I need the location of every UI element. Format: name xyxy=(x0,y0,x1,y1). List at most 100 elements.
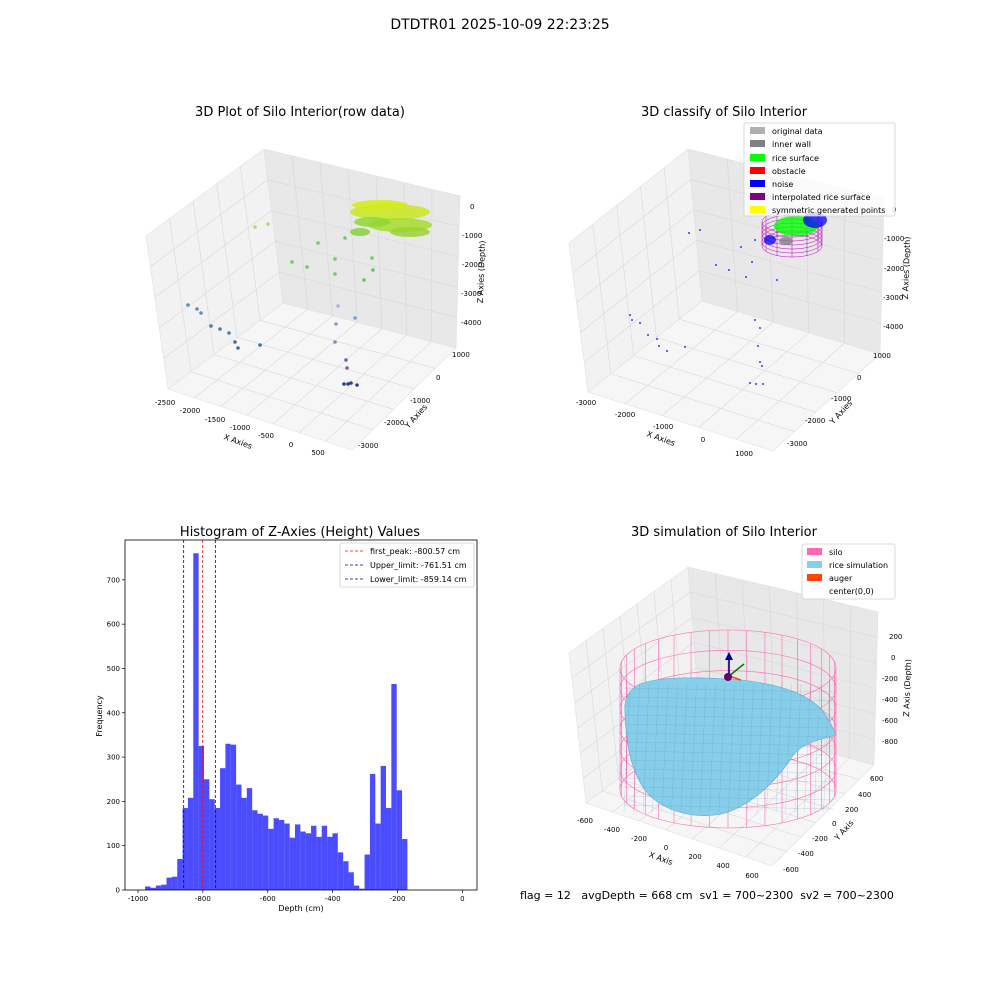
grid-line xyxy=(299,334,407,433)
raw-surface-cluster xyxy=(352,200,408,210)
raw-data-point xyxy=(342,382,346,386)
rice-mesh-line xyxy=(623,683,631,813)
histogram-bar xyxy=(369,773,376,890)
grid-line xyxy=(194,309,308,398)
grid-line xyxy=(154,210,272,298)
grid-line xyxy=(696,239,882,293)
histogram-title: Histogram of Z-Axies (Height) Values xyxy=(180,525,420,540)
sim-xtick: -200 xyxy=(631,835,647,843)
sim-ytick: -400 xyxy=(798,850,814,858)
histogram-bar xyxy=(246,788,253,890)
sim-ztick: -200 xyxy=(882,675,898,683)
legend-label-upper-limit: Upper_limit: -761.51 cm xyxy=(370,561,467,570)
grid-line xyxy=(291,155,309,310)
raw-ztick: -1000 xyxy=(462,232,482,240)
raw-xtick: -1500 xyxy=(205,416,225,424)
rice-mesh-line xyxy=(671,683,678,813)
histogram-ytick-label: 700 xyxy=(107,576,120,584)
raw-data-point xyxy=(218,327,222,331)
raw-xtick: -2500 xyxy=(155,399,175,407)
raw-data-point xyxy=(333,340,337,344)
raw-zlabel: Z Axies (Depth) xyxy=(476,240,487,303)
histogram-xtick-label: -1000 xyxy=(128,895,148,903)
inner-wall-cluster xyxy=(779,237,793,245)
sim-xtick: 0 xyxy=(664,844,668,852)
grid-line xyxy=(624,311,738,405)
grid-line xyxy=(576,209,694,303)
sim-ytick: 400 xyxy=(858,791,871,799)
histogram-ytick-label: 600 xyxy=(107,621,120,629)
noise-point xyxy=(684,346,686,348)
histogram-bar xyxy=(284,823,290,890)
legend-label-silo: silo xyxy=(829,548,843,557)
sim-legend: silo rice simulation auger center(0,0) xyxy=(801,543,896,600)
histogram-bar xyxy=(171,876,178,890)
histogram-bar xyxy=(252,810,258,890)
histogram-reference-lines xyxy=(183,540,216,890)
sim-rice-mesh xyxy=(623,683,835,813)
noise-point xyxy=(728,269,730,271)
histogram-bar xyxy=(353,885,360,890)
rice-mesh-line xyxy=(623,750,835,756)
raw-plot-title: 3D Plot of Silo Interior(row data) xyxy=(195,105,405,120)
grid-line xyxy=(275,241,458,288)
legend-swatch-obstacle xyxy=(750,167,765,174)
histogram-bar xyxy=(225,743,231,890)
histogram-bar xyxy=(337,852,344,890)
sim-ytick: 0 xyxy=(832,820,836,828)
raw-xtick: -2000 xyxy=(180,407,200,415)
rice-mesh-line xyxy=(623,687,835,693)
sim-rice-surface xyxy=(624,677,837,816)
sim-legend-box xyxy=(801,543,896,600)
raw-data-point xyxy=(209,324,213,328)
grid-line xyxy=(633,355,816,413)
histogram-bar xyxy=(214,808,221,890)
rice-mesh-line xyxy=(823,683,830,813)
raw-data-3d-plot: 3D Plot of Silo Interior(row data) -2500… xyxy=(145,105,487,457)
rice-mesh-line xyxy=(642,683,650,813)
histogram-bar xyxy=(294,824,301,890)
raw-data-point xyxy=(258,343,262,347)
rice-mesh-line xyxy=(747,683,754,813)
legend-label-rice-simulation: rice simulation xyxy=(829,561,888,570)
histogram-bar xyxy=(316,836,322,890)
classify-ytick: -1000 xyxy=(831,395,851,403)
grid-line xyxy=(190,371,373,430)
grid-line xyxy=(689,591,878,638)
classify-xtick: 1000 xyxy=(735,450,753,458)
grid-line xyxy=(735,343,845,440)
histogram-ytick-label: 200 xyxy=(107,798,120,806)
raw-data-point xyxy=(333,257,337,261)
grid-line xyxy=(661,321,774,416)
legend-swatch-noise xyxy=(750,180,765,187)
legend-label-rice-surface: rice surface xyxy=(772,154,819,163)
classify-grid xyxy=(572,158,884,440)
raw-data-point xyxy=(353,316,357,320)
histogram-bar xyxy=(187,797,194,890)
legend-swatch-rice-simulation xyxy=(807,561,822,568)
simulation-plot-title: 3D simulation of Silo Interior xyxy=(631,525,818,540)
histogram-bar xyxy=(359,888,365,890)
legend-swatch-original-data xyxy=(750,127,765,134)
raw-xtick: -1000 xyxy=(230,424,250,432)
simulation-3d-plot: 3D simulation of Silo Interior -600 -400… xyxy=(568,525,913,880)
grid-line xyxy=(163,271,280,359)
histogram-bar xyxy=(300,831,306,890)
histogram-ytick-label: 100 xyxy=(107,842,120,850)
raw-data-point xyxy=(334,322,338,326)
legend-label-center: center(0,0) xyxy=(829,587,874,596)
classify-ztick: -1000 xyxy=(884,235,904,243)
grid-line xyxy=(577,642,695,729)
sim-axis-ticks: -600 -400 -200 0 200 400 600 X Axis 600 … xyxy=(577,633,913,880)
histogram-bar xyxy=(273,818,279,890)
histogram-bar xyxy=(396,790,403,890)
histogram-bar xyxy=(380,765,386,890)
sim-ztick: -400 xyxy=(882,696,898,704)
grid-line xyxy=(580,239,697,333)
raw-ylabel: Y Axies xyxy=(402,403,429,431)
sim-xtick: -400 xyxy=(604,826,620,834)
histogram-bar xyxy=(257,813,263,890)
histogram-xtick-label: -600 xyxy=(260,895,276,903)
histogram-bar xyxy=(177,858,183,890)
